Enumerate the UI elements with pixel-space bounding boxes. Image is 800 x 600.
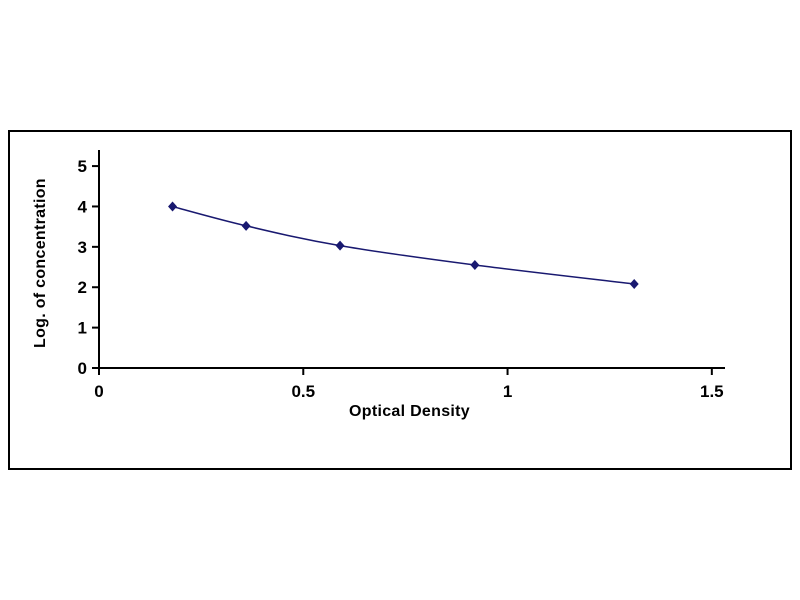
x-tick-label: 0.5: [291, 382, 315, 401]
data-point-marker: [629, 279, 639, 289]
data-point-marker: [470, 260, 480, 271]
y-tick-label: 1: [78, 319, 87, 338]
y-tick-label: 0: [78, 359, 87, 378]
x-tick-label: 1: [503, 382, 512, 401]
chart-frame: 0 1 2 3 4 5 0 0.5 1 1.5 Log. of concentration Opt…: [8, 130, 792, 470]
y-tick-label: 5: [78, 157, 87, 176]
y-tick-label: 3: [78, 238, 87, 257]
data-point-marker: [335, 240, 345, 251]
plot-svg: 0 1 2 3 4 5 0 0.5 1 1.5: [78, 150, 725, 401]
standard-curve-line: [172, 205, 635, 285]
y-axis-label: Log. of concentration: [32, 178, 49, 348]
data-point-marker: [168, 201, 178, 212]
x-tick-label: 1.5: [700, 382, 724, 401]
y-tick-label: 2: [78, 278, 87, 297]
data-point-marker: [241, 220, 251, 231]
y-tick-label: 4: [78, 197, 88, 216]
x-tick-label: 0: [94, 382, 103, 401]
x-axis-label: Optical Density: [349, 403, 470, 420]
